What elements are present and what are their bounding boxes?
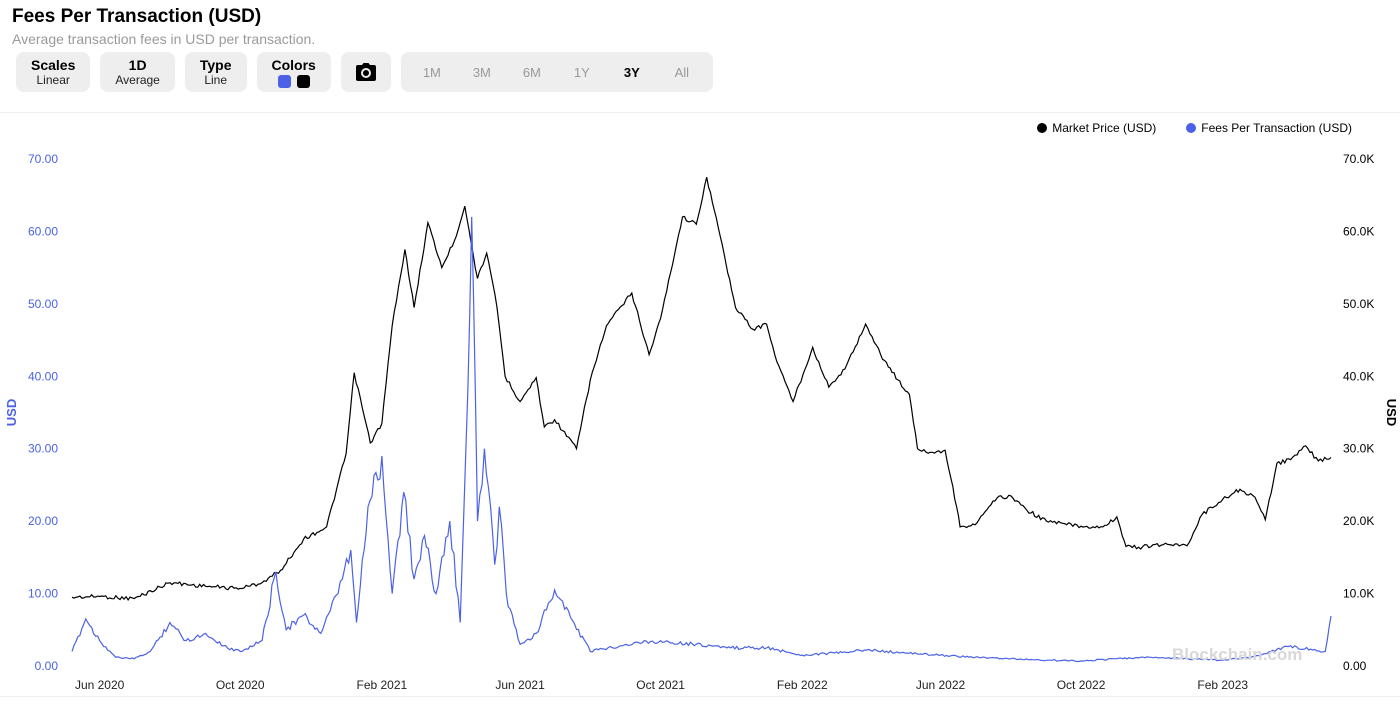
y-tick-label-left: 20.00 xyxy=(28,514,58,528)
fees-color-swatch[interactable] xyxy=(277,74,291,88)
y-tick-label-left: 60.00 xyxy=(28,224,58,238)
range-1y[interactable]: 1Y xyxy=(573,64,590,80)
y-tick-label-left: 50.00 xyxy=(28,297,58,311)
x-tick-label: Feb 2023 xyxy=(1197,678,1248,692)
range-3y[interactable]: 3Y xyxy=(623,64,640,80)
y-tick-label-left: 10.00 xyxy=(28,587,58,601)
scales-value: Linear xyxy=(36,73,70,87)
watermark: Blockchain.com xyxy=(1172,645,1303,664)
x-tick-label: Jun 2020 xyxy=(75,678,125,692)
footer-divider xyxy=(0,696,1400,697)
screenshot-button[interactable] xyxy=(340,52,391,92)
legend-dot xyxy=(1037,123,1048,133)
page-title: Fees Per Transaction (USD) xyxy=(12,6,262,27)
fees-line xyxy=(71,216,1332,663)
x-tick-label: Feb 2022 xyxy=(777,678,828,692)
range-1m[interactable]: 1M xyxy=(422,64,441,80)
time-range-selector: 1M 3M 6M 1Y 3Y All xyxy=(400,52,713,92)
y-tick-label-left: 30.00 xyxy=(28,442,58,456)
y-tick-label-right: 0.00 xyxy=(1343,659,1367,673)
period-button[interactable]: 1D Average xyxy=(100,52,175,92)
price-color-swatch[interactable] xyxy=(296,74,310,88)
y-tick-label-right: 10.0K xyxy=(1343,587,1374,601)
type-button[interactable]: Type Line xyxy=(184,52,247,92)
scales-button[interactable]: Scales Linear xyxy=(16,52,91,92)
legend-label: Fees Per Transaction (USD) xyxy=(1201,121,1352,135)
fees-chart: 0.00 10.00 20.00 30.00 40.00 50.00 60.00 70.00 0… xyxy=(4,152,1399,692)
x-tick-label: Oct 2021 xyxy=(636,678,685,692)
y-axis-title-left: USD xyxy=(4,399,19,426)
x-tick-label: Jun 2021 xyxy=(495,678,545,692)
y-tick-label-left: 40.00 xyxy=(28,369,58,383)
type-value: Line xyxy=(204,73,228,87)
legend-label: Market Price (USD) xyxy=(1052,121,1157,135)
market-price-line xyxy=(71,176,1332,601)
y-tick-label-left: 0.00 xyxy=(35,659,59,673)
camera-icon xyxy=(355,63,376,81)
y-tick-label-left: 70.00 xyxy=(28,152,58,166)
legend-dot xyxy=(1186,123,1197,133)
y-tick-label-right: 20.0K xyxy=(1343,514,1374,528)
y-tick-label-right: 30.0K xyxy=(1343,442,1374,456)
y-tick-label-right: 50.0K xyxy=(1343,297,1374,311)
colors-label: Colors xyxy=(271,56,316,73)
y-axis-title-right: USD xyxy=(1384,399,1399,426)
legend-fees[interactable]: Fees Per Transaction (USD) xyxy=(1186,121,1352,135)
colors-button[interactable]: Colors xyxy=(256,52,331,92)
type-label: Type xyxy=(199,57,232,73)
page-subtitle: Average transaction fees in USD per tran… xyxy=(12,31,316,47)
y-tick-label-right: 40.0K xyxy=(1343,369,1374,383)
x-tick-label: Jun 2022 xyxy=(916,678,966,692)
y-tick-label-right: 60.0K xyxy=(1343,224,1374,238)
x-tick-label: Oct 2022 xyxy=(1057,678,1106,692)
color-swatches xyxy=(277,74,310,88)
range-all[interactable]: All xyxy=(674,64,690,80)
x-tick-label: Oct 2020 xyxy=(216,678,265,692)
period-value: Average xyxy=(115,73,160,87)
x-tick-label: Feb 2021 xyxy=(356,678,407,692)
y-tick-label-right: 70.0K xyxy=(1343,152,1374,166)
legend-market-price[interactable]: Market Price (USD) xyxy=(1037,121,1156,135)
chart-toolbar: Scales Linear 1D Average Type Line Color… xyxy=(16,52,713,92)
range-3m[interactable]: 3M xyxy=(472,64,491,80)
chart-legend: Market Price (USD) Fees Per Transaction … xyxy=(1037,121,1352,135)
scales-label: Scales xyxy=(31,57,76,73)
range-6m[interactable]: 6M xyxy=(522,64,541,80)
period-label: 1D xyxy=(128,57,147,73)
header-divider xyxy=(0,112,1400,113)
